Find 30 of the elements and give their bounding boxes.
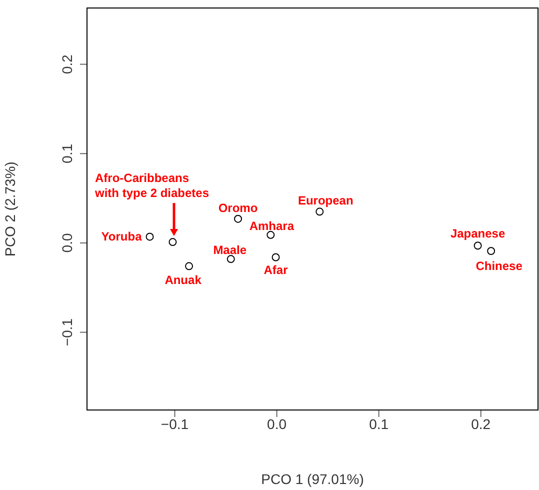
point [474, 242, 482, 250]
x-tick-label: 0.1 [369, 416, 389, 432]
point [272, 253, 280, 262]
x-tick-label: 0.2 [471, 416, 491, 432]
y-tick-label: 0.0 [59, 233, 75, 253]
x-tick-label: 0.0 [267, 416, 287, 432]
point [168, 238, 177, 246]
y-axis-title: PCO 2 (2.73%) [2, 162, 18, 256]
point [146, 232, 154, 241]
annotation: Japanese [450, 226, 506, 241]
x-axis-title: PCO 1 (97.01%) [261, 471, 364, 487]
annotation: Afro-Caribbeans with type 2 diabetes [94, 171, 210, 200]
point [487, 246, 496, 255]
annotation: Amhara [249, 218, 294, 233]
annotation: Anuak [164, 273, 202, 288]
annotation: Oromo [218, 200, 258, 215]
annotation: Afar [264, 263, 288, 278]
point [316, 208, 324, 216]
y-tick-label: −0.1 [59, 318, 75, 346]
point [185, 262, 194, 270]
point [226, 255, 235, 264]
x-tick-label: −0.1 [160, 416, 189, 432]
y-tick-label: 0.2 [59, 54, 75, 74]
point [234, 214, 242, 223]
annotation: Maale [213, 243, 247, 258]
y-tick-label: 0.1 [59, 144, 75, 164]
point [266, 230, 275, 239]
annotation: Yoruba [101, 230, 142, 244]
annotation: European [298, 194, 354, 208]
annotation: Chinese [476, 258, 523, 273]
